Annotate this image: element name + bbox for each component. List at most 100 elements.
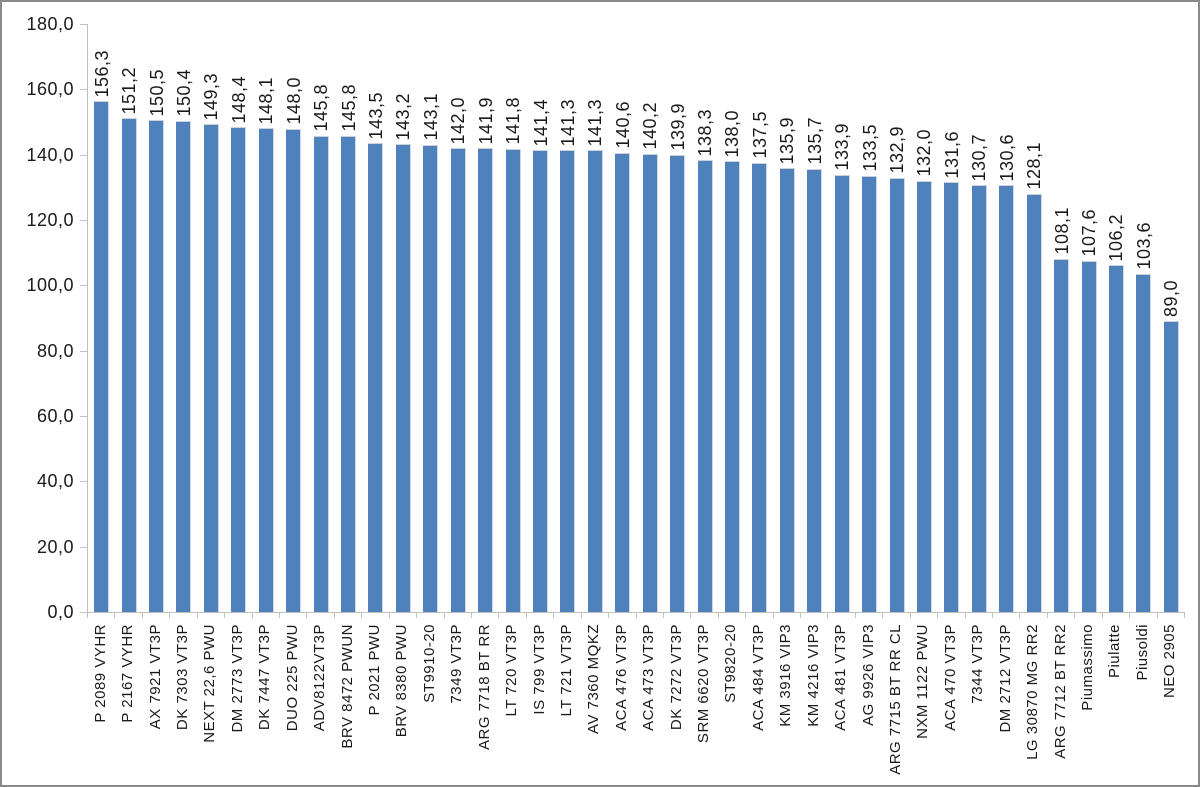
- bar-value-label: 150,5: [146, 68, 167, 117]
- bar: [862, 175, 878, 612]
- bar: [313, 135, 329, 612]
- bar-value-label: 140,6: [612, 101, 633, 149]
- x-axis-tick: [1074, 613, 1076, 618]
- y-axis-tick-label: 160,0: [26, 79, 74, 100]
- x-axis-tick: [443, 613, 445, 618]
- bar: [1108, 265, 1124, 612]
- bar-value-label: 148,0: [283, 77, 304, 125]
- x-axis-tick: [1101, 613, 1103, 618]
- bar: [368, 143, 384, 612]
- bar-value-label: 103,6: [1133, 222, 1154, 270]
- bar: [1054, 258, 1070, 612]
- x-axis-tick: [964, 613, 966, 618]
- y-axis-tick-label: 100,0: [26, 275, 74, 296]
- bar-value-label: 156,3: [91, 49, 112, 98]
- bar: [834, 174, 850, 612]
- category-label: Piusoldi: [1133, 624, 1151, 681]
- bar: [533, 150, 548, 612]
- x-axis-tick: [1129, 613, 1131, 618]
- bar: [395, 144, 411, 612]
- x-axis-tick: [662, 613, 664, 618]
- y-axis-tick: [80, 481, 87, 483]
- category-label: DUO 225 PWU: [283, 624, 301, 732]
- bar: [94, 101, 110, 612]
- bar-value-label: 148,4: [228, 75, 249, 124]
- category-label: DK 7303 VT3P: [173, 624, 191, 731]
- bar-value-label: 137,5: [749, 111, 770, 159]
- category-label: AG 9926 VIP3: [859, 624, 877, 726]
- bar-value-label: 145,8: [338, 84, 359, 132]
- bar: [121, 118, 137, 612]
- x-axis-tick: [306, 613, 308, 618]
- y-axis-tick: [80, 350, 87, 352]
- category-label: 7344 VT3P: [969, 624, 987, 704]
- category-label: Piumassimo: [1079, 624, 1096, 711]
- bar-value-label: 138,0: [722, 109, 743, 158]
- y-axis-tick: [80, 154, 87, 156]
- bar: [724, 161, 740, 612]
- x-axis-tick: [800, 613, 802, 618]
- bar: [889, 177, 905, 612]
- bar: [231, 127, 247, 612]
- x-axis-tick: [333, 613, 335, 618]
- category-label: NEO 2905: [1161, 624, 1179, 699]
- x-axis-tick: [909, 613, 911, 618]
- x-axis-tick: [992, 613, 994, 618]
- y-axis-tick: [80, 24, 87, 25]
- bar-value-label: 141,9: [475, 96, 496, 145]
- bar: [203, 124, 219, 612]
- bar: [478, 148, 494, 612]
- bar: [1026, 193, 1042, 612]
- category-label: DM 2712 VT3P: [996, 624, 1014, 733]
- bar-value-label: 133,9: [832, 123, 853, 171]
- category-label: LT 721 VT3P: [557, 624, 575, 717]
- x-axis-tick: [141, 613, 143, 618]
- category-label: AX 7921 VT3P: [146, 624, 164, 730]
- x-axis-tick: [196, 613, 198, 618]
- x-axis-tick: [937, 613, 939, 618]
- category-label: BRV 8472 PWUN: [338, 624, 356, 749]
- bar-value-label: 133,5: [859, 124, 880, 172]
- bar-value-label: 131,6: [941, 130, 962, 179]
- category-label: DK 7272 VT3P: [667, 624, 685, 731]
- x-axis-tick: [224, 613, 226, 618]
- category-label: IS 799 VT3P: [530, 624, 548, 715]
- x-axis-labels: P 2089 VYHR P 2167 VYHR AX 7921 VT3P DK 730…: [87, 624, 1184, 782]
- x-axis-tick: [580, 613, 582, 618]
- x-axis-tick: [553, 613, 555, 618]
- bar: [670, 155, 686, 612]
- x-axis-tick: [278, 613, 280, 618]
- category-label: ARG 7712 BT RR2: [1051, 624, 1069, 759]
- x-axis-tick: [114, 613, 116, 618]
- x-axis-tick: [608, 613, 610, 618]
- category-label: LG 30870 MG RR2: [1024, 624, 1042, 760]
- bar: [176, 120, 192, 612]
- bar: [149, 120, 165, 612]
- x-axis-tick: [717, 613, 719, 618]
- y-axis-tick-label: 120,0: [26, 210, 74, 230]
- y-axis-tick-label: 180,0: [26, 14, 74, 34]
- x-axis-tick: [1019, 613, 1021, 618]
- bar: [999, 185, 1015, 612]
- bar-value-label: 145,8: [311, 84, 332, 132]
- category-label: ACA 481 VT3P: [832, 624, 850, 731]
- category-label: ST9910-20: [420, 624, 438, 703]
- bar: [450, 148, 466, 612]
- plot-area: 156,3 151,2 150,5 150,4 149,3 148,4 148,1 148,0…: [87, 24, 1185, 613]
- y-axis-tick-label: 20,0: [36, 536, 74, 557]
- category-label: NEXT 22,6 PWU: [201, 624, 219, 743]
- y-axis-tick-label: 60,0: [36, 406, 74, 426]
- bar: [971, 185, 987, 612]
- y-axis-tick: [80, 220, 87, 221]
- bar-value-label: 132,9: [887, 126, 908, 174]
- bar: [916, 180, 932, 612]
- bar-value-label: 151,2: [119, 66, 140, 115]
- category-label: ARG 7718 BT RR: [475, 624, 493, 750]
- y-axis-tick-label: 140,0: [26, 144, 74, 165]
- bar-value-label: 143,5: [365, 91, 386, 140]
- x-axis-tick: [525, 613, 527, 618]
- x-axis-tick: [827, 613, 829, 618]
- bar: [341, 135, 357, 612]
- bar-value-label: 89,0: [1161, 280, 1182, 318]
